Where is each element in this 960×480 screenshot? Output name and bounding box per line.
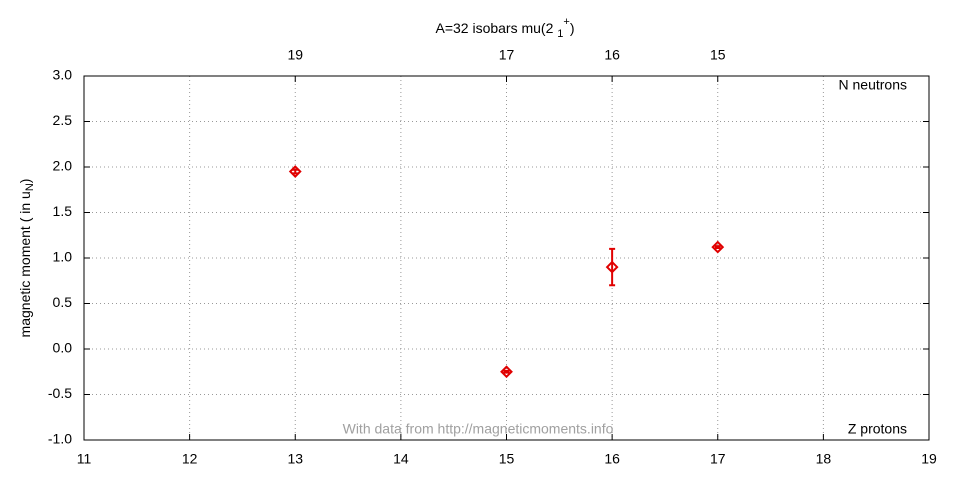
title-sub: 1 bbox=[557, 28, 563, 40]
x2-tick-label: 19 bbox=[287, 47, 303, 63]
ylabel-sub: N bbox=[24, 183, 36, 191]
title-sup: + bbox=[563, 16, 569, 28]
data-point bbox=[500, 365, 513, 379]
x-tick-label: 16 bbox=[604, 451, 620, 467]
y-tick-label: -1.0 bbox=[48, 431, 72, 447]
x-tick-label: 15 bbox=[499, 451, 515, 467]
ylabel-text: magnetic moment ( in u bbox=[17, 191, 33, 337]
ylabel-end: ) bbox=[17, 179, 33, 184]
x-tick-label: 18 bbox=[816, 451, 832, 467]
data-point bbox=[605, 260, 619, 274]
x-tick-label: 19 bbox=[921, 451, 937, 467]
x-tick-label: 13 bbox=[287, 451, 303, 467]
y-tick-label: 2.5 bbox=[53, 112, 73, 128]
y-axis-label: magnetic moment ( in uN) bbox=[17, 179, 36, 338]
data-point bbox=[288, 165, 302, 178]
error-bar bbox=[714, 245, 721, 249]
data-point bbox=[711, 240, 725, 254]
y-tick-label: -0.5 bbox=[48, 385, 72, 401]
chart-title: A=32 isobars mu(2 1+) bbox=[435, 16, 574, 40]
plot-frame bbox=[83, 75, 930, 441]
x-tick-label: 14 bbox=[393, 451, 409, 467]
title-text: A=32 isobars mu(2 bbox=[435, 20, 557, 36]
annotation: With data from http://magneticmoments.in… bbox=[343, 421, 614, 437]
y-tick-label: 3.0 bbox=[53, 67, 73, 83]
y-tick-label: 2.0 bbox=[53, 158, 73, 174]
x-tick-label: 11 bbox=[77, 451, 92, 467]
x2-tick-label: 16 bbox=[604, 47, 620, 63]
title-end: ) bbox=[570, 20, 575, 36]
error-bar bbox=[503, 369, 510, 374]
y-tick-label: 0.0 bbox=[53, 340, 73, 356]
y-tick-label: 1.0 bbox=[53, 249, 73, 265]
x2-axis-label: N neutrons bbox=[839, 77, 907, 93]
x-tick-label: 12 bbox=[182, 451, 198, 467]
x-axis-label: Z protons bbox=[848, 421, 907, 437]
y-tick-label: 0.5 bbox=[53, 294, 73, 310]
error-bar bbox=[609, 247, 616, 287]
x2-tick-label: 15 bbox=[710, 47, 726, 63]
x-tick-label: 17 bbox=[710, 451, 726, 467]
x2-tick-label: 17 bbox=[499, 47, 515, 63]
y-tick-label: 1.5 bbox=[53, 203, 73, 219]
